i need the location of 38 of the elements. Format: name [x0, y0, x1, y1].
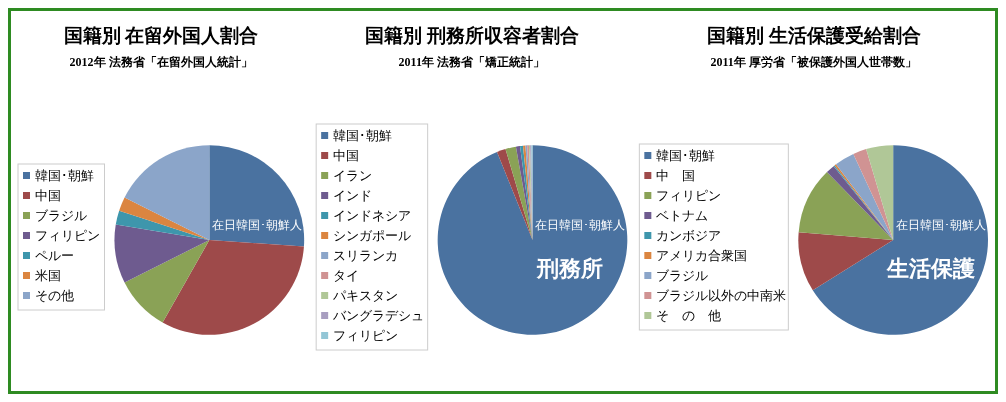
- legend-label: スリランカ: [333, 248, 399, 263]
- legend-label: 韓国･朝鮮: [35, 168, 94, 183]
- text: 在日韓国･朝鮮人: [534, 217, 625, 232]
- legend-label: バングラデシュ: [332, 308, 425, 323]
- legend-label: フィリピン: [333, 328, 399, 343]
- legend-label: ブラジル: [656, 268, 709, 283]
- legend-label: フィリピン: [35, 228, 100, 243]
- legend-label: パキスタン: [332, 288, 399, 303]
- chart-subtitle: 2011年 法務省「矯正統計」: [398, 55, 545, 69]
- legend-label: 中国: [35, 188, 61, 203]
- text: 生活保護: [886, 257, 976, 282]
- legend-label: 中 国: [656, 168, 696, 183]
- legend-label: 中国: [333, 148, 360, 163]
- chart-title: 国籍別 在留外国人割合: [63, 25, 259, 46]
- legend-label: その他: [35, 288, 74, 303]
- legend-label: インド: [333, 188, 373, 203]
- text: 刑務所: [536, 257, 604, 282]
- legend-label: アメリカ合衆国: [656, 248, 748, 263]
- legend-label: カンボジア: [656, 228, 722, 243]
- legend-label: イラン: [333, 168, 373, 183]
- text: 在日韓国･朝鮮人: [211, 217, 302, 232]
- chart-subtitle: 2011年 厚労省「被保護外国人世帯数」: [710, 55, 917, 69]
- chart-subtitle: 2012年 法務省「在留外国人統計」: [69, 55, 253, 69]
- legend-label: 韓国･朝鮮: [656, 148, 716, 163]
- legend-label: ペルー: [35, 248, 74, 263]
- legend-label: ベトナム: [656, 208, 709, 223]
- legend-label: 米国: [35, 268, 61, 283]
- legend-label: シンガポール: [333, 228, 412, 243]
- text: 在日韓国･朝鮮人: [895, 217, 986, 232]
- chart-title: 国籍別 生活保護受給割合: [706, 25, 921, 46]
- legend-label: 韓国･朝鮮: [333, 128, 393, 143]
- legend-label: フィリピン: [656, 188, 722, 203]
- legend-label: そ の 他: [656, 308, 722, 323]
- chart-title: 国籍別 刑務所収容者割合: [364, 25, 579, 46]
- legend-label: ブラジル: [35, 208, 87, 223]
- legend-label: インドネシア: [333, 208, 412, 223]
- legend-label: ブラジル以外の中南米: [656, 288, 787, 303]
- legend-label: タイ: [333, 268, 360, 283]
